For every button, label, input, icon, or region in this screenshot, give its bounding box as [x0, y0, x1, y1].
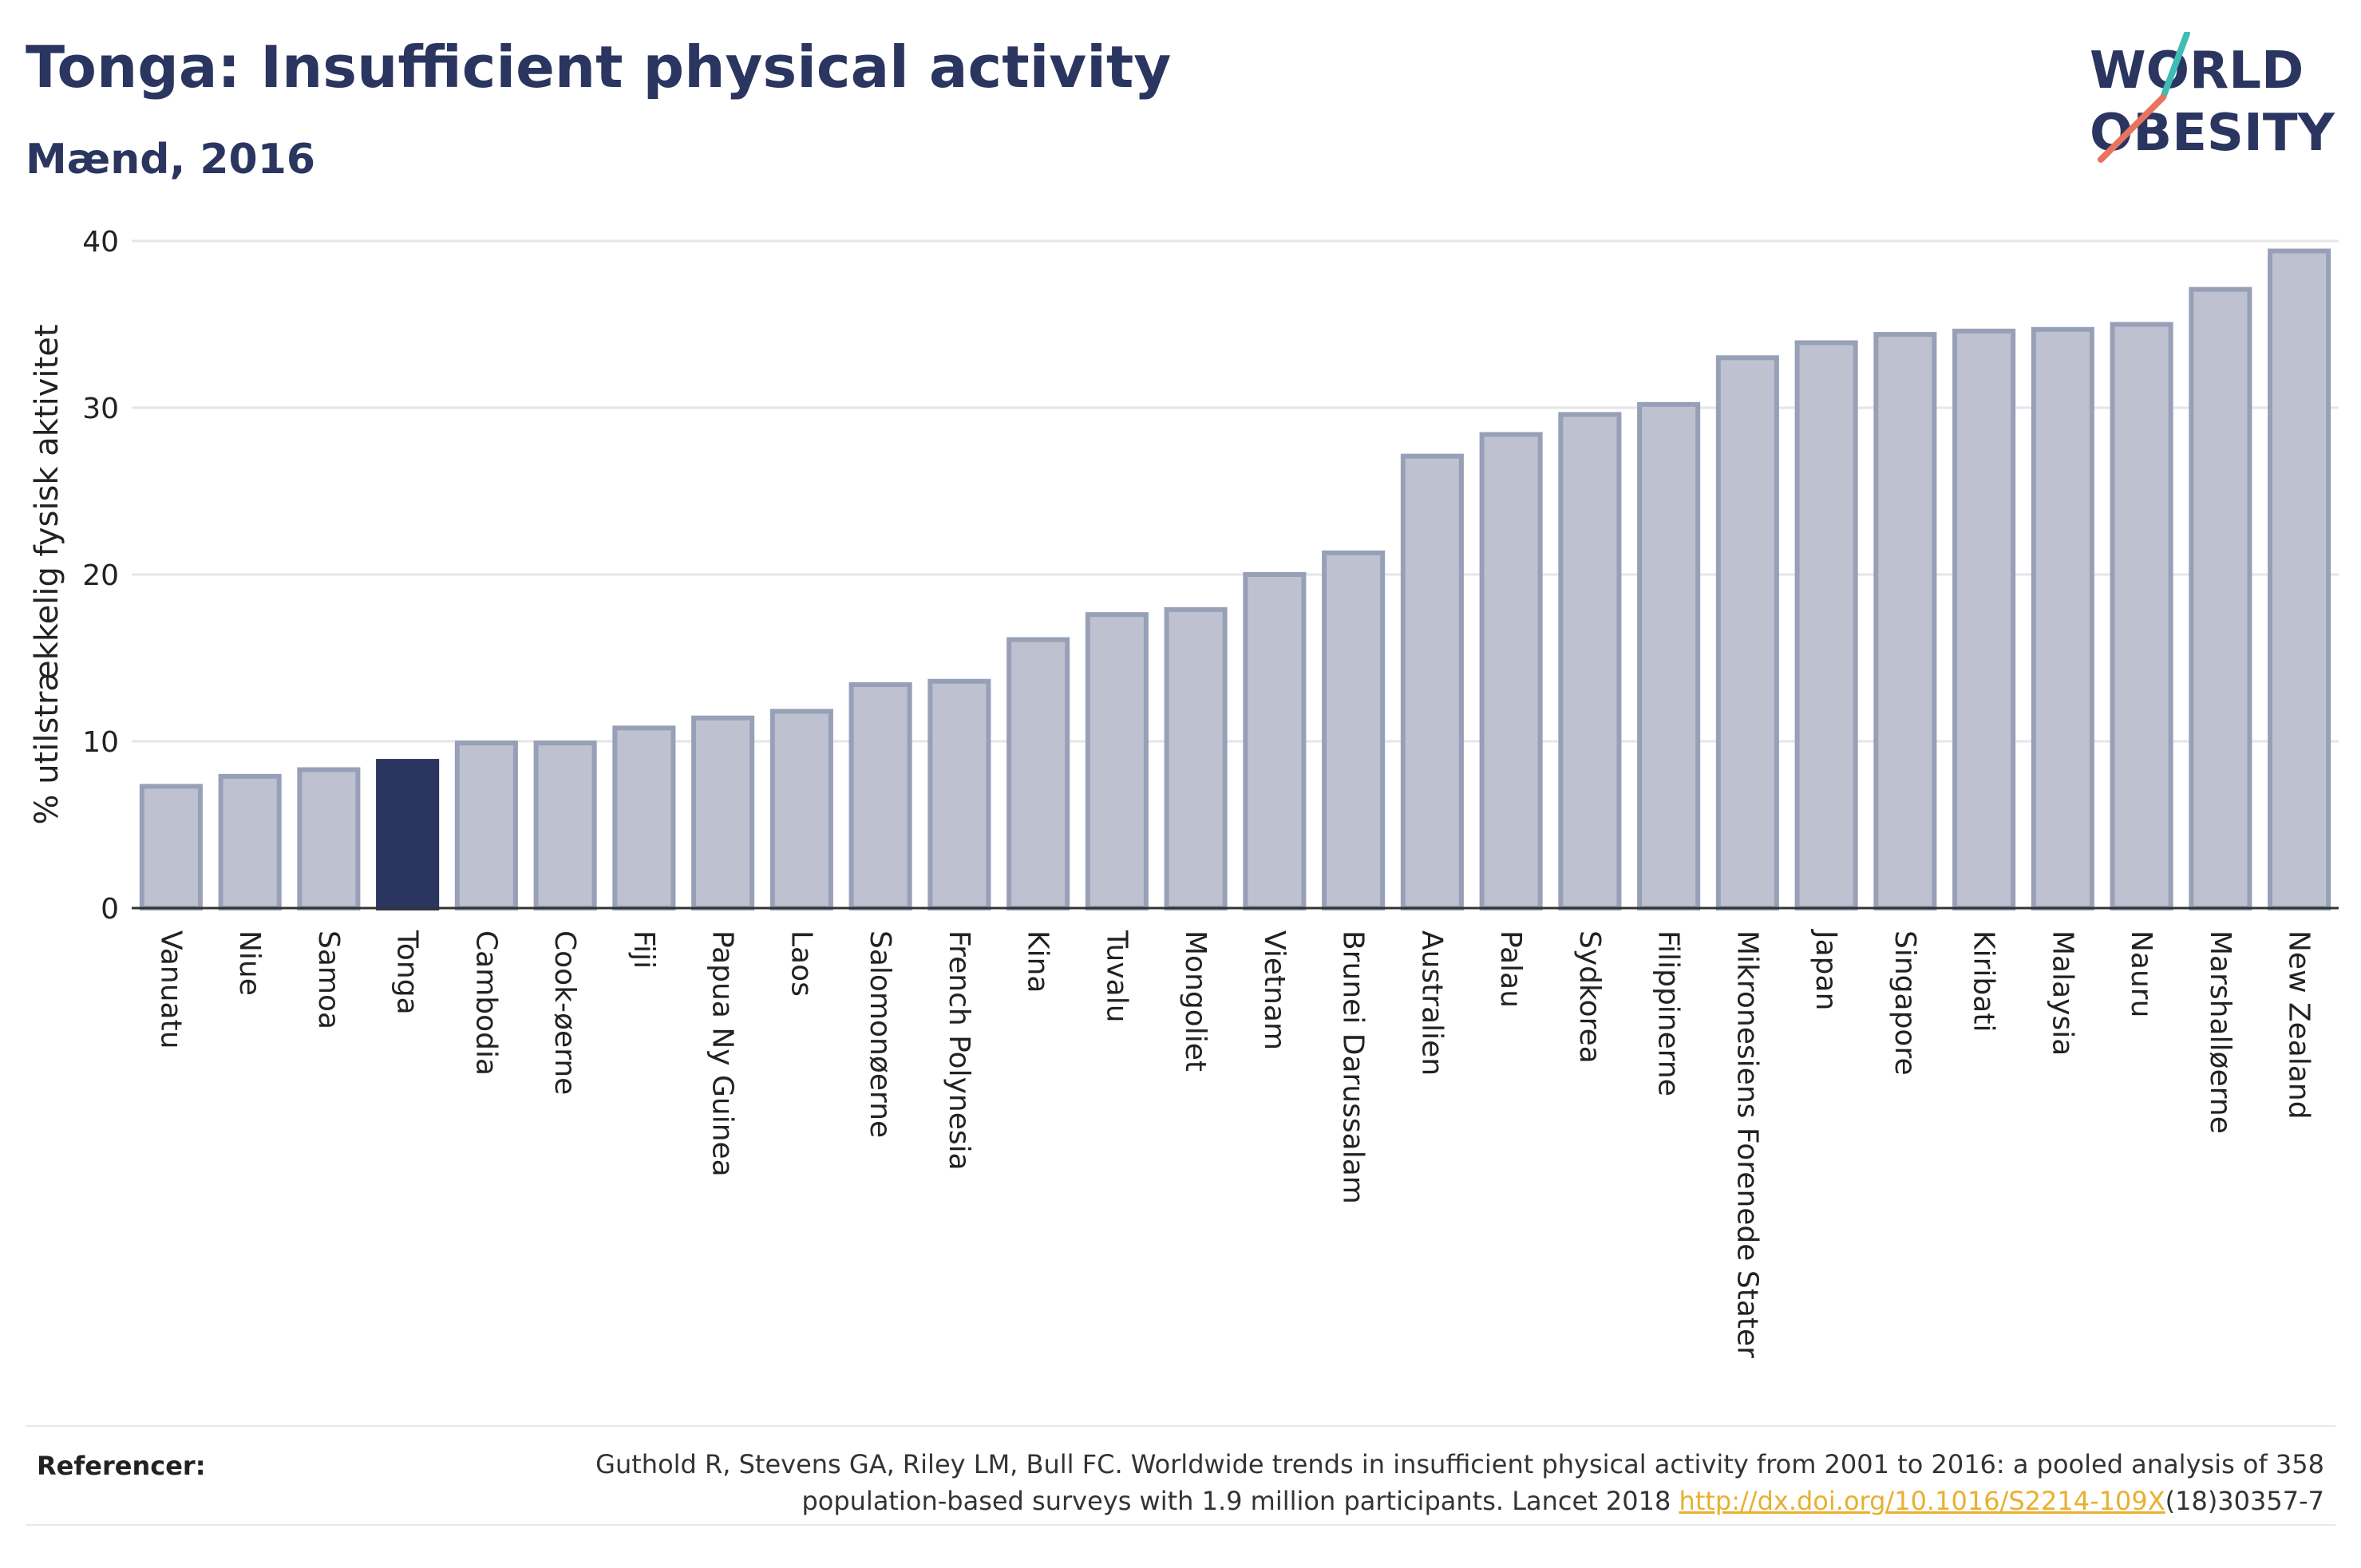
- footer-divider-bottom: [26, 1524, 2335, 1526]
- x-tick-label: Palau: [1494, 930, 1527, 1008]
- x-tick-label: Vanuatu: [154, 930, 187, 1049]
- chart-title: Tonga: Insufficient physical activity: [26, 34, 1172, 101]
- x-tick-label: Papua Ny Guinea: [706, 930, 739, 1177]
- y-tick-label: 0: [101, 893, 119, 926]
- x-tick-label: Kina: [1022, 930, 1054, 993]
- bar: [139, 784, 203, 910]
- x-tick-label: Marshalløerne: [2204, 930, 2236, 1134]
- bar: [2189, 286, 2252, 910]
- x-tick-label: Kiribati: [1968, 930, 2000, 1032]
- x-tick-label: French Polynesia: [943, 930, 975, 1171]
- bar: [1085, 612, 1149, 910]
- world-obesity-logo: WORLD OBESITY: [2090, 32, 2335, 163]
- references-text: Guthold R, Stevens GA, Riley LM, Bull FC…: [568, 1446, 2324, 1519]
- x-tick-label: Australien: [1415, 930, 1448, 1076]
- x-tick-label: Singapore: [1888, 930, 1921, 1076]
- bar: [454, 741, 518, 911]
- references-citation: Guthold R, Stevens GA, Riley LM, Bull FC…: [595, 1449, 2324, 1516]
- x-tick-label: Mikronesiens Forenede Stater: [1730, 930, 1763, 1358]
- bar: [1400, 453, 1464, 910]
- bar: [927, 678, 991, 910]
- bar: [1164, 606, 1228, 910]
- x-tick-label: Niue: [233, 930, 266, 996]
- bar: [1243, 572, 1307, 910]
- references-doi-link[interactable]: http://dx.doi.org/10.1016/S2214-109X: [1679, 1486, 2165, 1516]
- x-tick-label: Japan: [1809, 929, 1842, 1010]
- bar: [1952, 328, 2016, 910]
- references-suffix: (18)30357-7: [2165, 1486, 2324, 1516]
- bar: [691, 715, 755, 910]
- bar: [218, 773, 282, 911]
- x-tick-label: Filippinerne: [1652, 930, 1685, 1096]
- references-label: Referencer:: [37, 1451, 206, 1481]
- bar: [2031, 326, 2094, 910]
- bar: [1479, 432, 1543, 910]
- y-tick-label: 30: [82, 393, 119, 425]
- bar: [2110, 322, 2173, 910]
- logo-slash-coral: [2098, 94, 2166, 163]
- bar: [1794, 340, 1858, 910]
- bar-chart: 0 10 20 30 40 % utilstrækkelig fysisk aktivit…: [29, 226, 2339, 1358]
- x-tick-label: Tuvalu: [1100, 930, 1133, 1023]
- bar: [1715, 355, 1779, 910]
- chart-subtitle: Mænd, 2016: [26, 136, 316, 184]
- bar: [769, 709, 833, 910]
- bar: [1637, 401, 1701, 910]
- y-tick-label: 40: [82, 226, 119, 259]
- x-tick-label: Mongoliet: [1179, 930, 1212, 1072]
- x-tick-label: Malaysia: [2046, 930, 2078, 1056]
- footer-divider-top: [26, 1425, 2335, 1427]
- x-tick-label: Sydkorea: [1573, 930, 1606, 1064]
- bar: [1558, 412, 1622, 910]
- bar: [1322, 550, 1386, 911]
- x-tick-label: Fiji: [627, 930, 660, 969]
- x-tick-label: Cook-øerne: [548, 930, 581, 1095]
- x-tick-label: Vietnam: [1258, 930, 1291, 1050]
- x-tick-label: Tonga: [391, 930, 424, 1015]
- x-tick-label: Samoa: [312, 930, 345, 1029]
- bar: [297, 767, 361, 911]
- bar: [848, 681, 912, 910]
- logo-line1: WORLD: [2090, 41, 2304, 101]
- x-tick-label: Salomonøerne: [864, 930, 896, 1138]
- x-tick-label: Nauru: [2125, 930, 2157, 1017]
- x-tick-label: Brunei Darussalam: [1337, 930, 1370, 1204]
- bar: [376, 759, 440, 911]
- bar: [1006, 637, 1070, 910]
- logo-slash-teal: [2160, 32, 2190, 101]
- bar: [1873, 332, 1937, 911]
- y-tick-label: 10: [82, 726, 119, 759]
- y-tick-label: 20: [82, 559, 119, 592]
- bar: [2268, 248, 2331, 911]
- bar: [612, 725, 676, 911]
- bar: [533, 741, 597, 911]
- x-tick-label: New Zealand: [2283, 930, 2316, 1120]
- x-tick-label: Laos: [785, 930, 817, 997]
- x-tick-label: Cambodia: [469, 930, 502, 1076]
- y-axis-title: % utilstrækkelig fysisk aktivitet: [29, 324, 65, 824]
